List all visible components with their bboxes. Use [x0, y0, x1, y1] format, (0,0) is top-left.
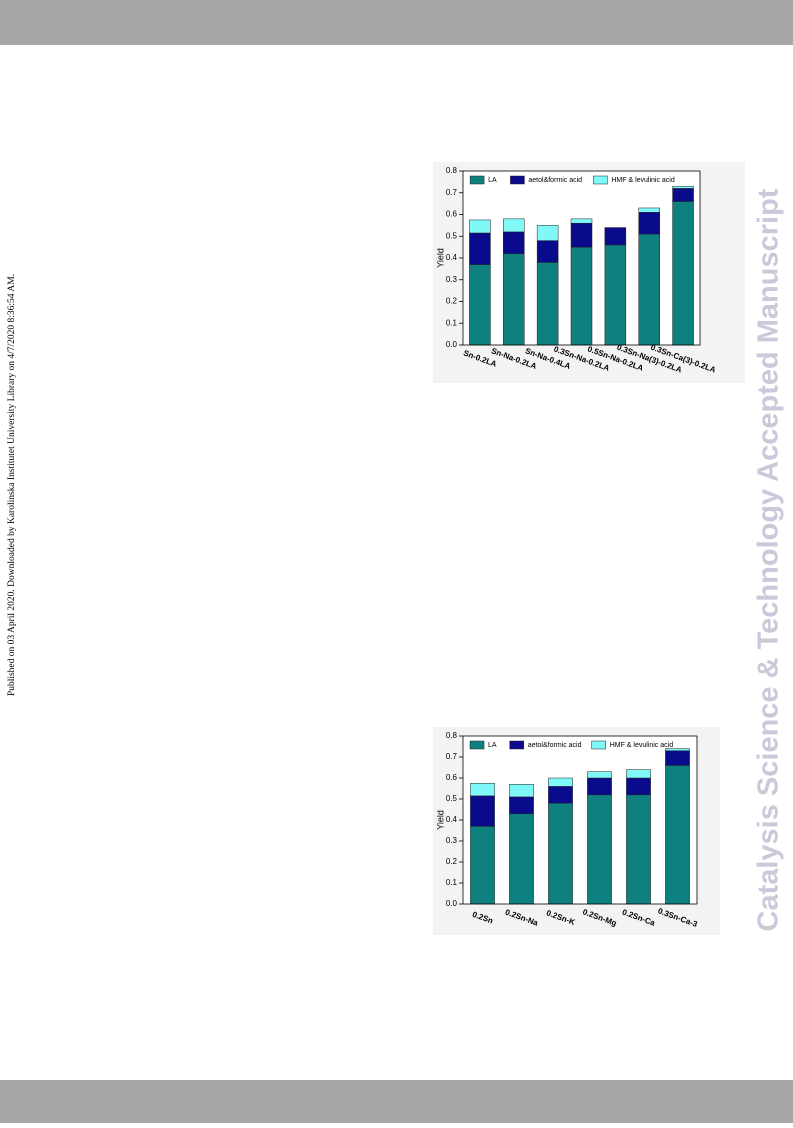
legend-label: LA — [488, 742, 497, 749]
y-tick-label: 0.5 — [446, 231, 458, 240]
y-tick-label: 0.0 — [446, 340, 458, 349]
side-note: Published on 03 April 2020. Downloaded b… — [7, 274, 17, 696]
bottom-bar — [0, 1080, 793, 1123]
y-axis-label: Yield — [435, 810, 445, 830]
legend-label: aetol&formic acid — [528, 177, 582, 184]
bar-segment — [604, 244, 627, 346]
bar-segment — [536, 225, 559, 241]
bar-segment — [665, 765, 690, 905]
bar-segment — [570, 222, 593, 248]
legend-swatch — [469, 740, 485, 750]
y-tick-label: 0.8 — [446, 731, 458, 740]
bar-segment — [587, 794, 612, 905]
bar-segment — [626, 777, 651, 796]
bar-segment — [570, 246, 593, 346]
bar-segment — [665, 748, 690, 751]
legend-label: HMF & levulinic acid — [610, 742, 674, 749]
bar-segment — [548, 786, 573, 804]
bar-segment — [638, 207, 660, 213]
bar-segment — [509, 796, 534, 814]
y-tick-label: 0.1 — [446, 318, 458, 327]
plot-frame — [462, 735, 698, 905]
bar-segment — [672, 188, 694, 202]
legend-swatch — [593, 175, 608, 185]
bar-segment — [509, 784, 534, 798]
bar-segment — [638, 233, 660, 346]
bar-segment — [626, 769, 651, 779]
bar-segment — [469, 232, 491, 265]
bar-segment — [672, 201, 694, 346]
bar-segment — [587, 771, 612, 779]
bar-segment — [470, 826, 495, 905]
legend-swatch — [469, 175, 485, 185]
bar-segment — [548, 802, 573, 905]
y-tick-label: 0.3 — [446, 275, 458, 284]
legend-label: LA — [488, 177, 497, 184]
bar-segment — [570, 218, 593, 224]
y-tick-label: 0.4 — [446, 253, 458, 262]
y-tick-label: 0.2 — [446, 297, 458, 306]
legend-swatch — [591, 740, 606, 750]
bar-segment — [587, 777, 612, 796]
y-tick-label: 0.3 — [446, 836, 458, 845]
bar-segment — [536, 240, 559, 263]
bar-segment — [503, 253, 525, 346]
y-tick-label: 0.2 — [446, 857, 458, 866]
bar-segment — [626, 794, 651, 905]
legend-swatch — [510, 175, 525, 185]
watermark: Catalysis Science & Technology Accepted … — [753, 188, 785, 931]
y-tick-label: 0.6 — [446, 773, 458, 782]
bar-segment — [469, 264, 491, 346]
legend-label: HMF & levulinic acid — [611, 177, 675, 184]
bar-segment — [503, 231, 525, 254]
bar-segment — [503, 218, 525, 233]
y-tick-label: 0.0 — [446, 899, 458, 908]
y-axis-label: Yield — [435, 248, 445, 268]
y-tick-label: 0.7 — [446, 752, 458, 761]
top-bar — [0, 0, 793, 45]
y-tick-label: 0.4 — [446, 815, 458, 824]
bar-segment — [469, 219, 491, 234]
bar-segment — [638, 212, 660, 235]
y-tick-label: 0.7 — [446, 188, 458, 197]
y-tick-label: 0.1 — [446, 878, 458, 887]
legend-swatch — [509, 740, 525, 750]
y-tick-label: 0.6 — [446, 210, 458, 219]
bar-segment — [604, 227, 627, 246]
y-tick-label: 0.8 — [446, 166, 458, 175]
y-tick-label: 0.5 — [446, 794, 458, 803]
bar-segment — [536, 262, 559, 346]
bar-segment — [470, 783, 495, 797]
bar-segment — [509, 813, 534, 905]
bar-segment — [548, 777, 573, 787]
plot-frame — [462, 170, 701, 346]
plot-area — [463, 736, 697, 904]
bar-segment — [672, 185, 694, 189]
bar-segment — [665, 750, 690, 766]
legend-label: aetol&formic acid — [528, 742, 582, 749]
bar-segment — [470, 795, 495, 827]
